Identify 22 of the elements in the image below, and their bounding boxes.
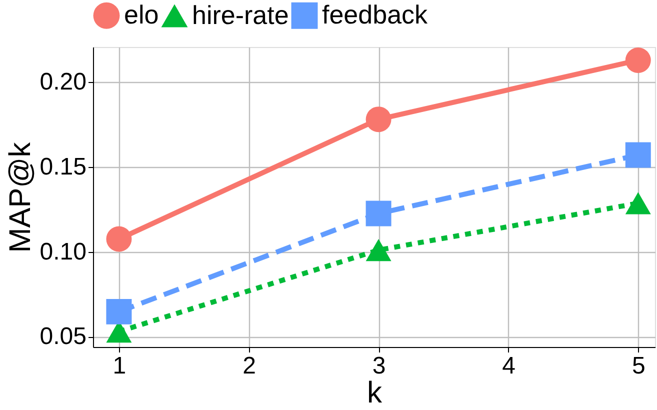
y-tick-label: 0.15 xyxy=(40,153,86,180)
point xyxy=(366,200,392,226)
y-axis-title: MAP@k xyxy=(4,141,37,253)
x-tick-label: 4 xyxy=(502,352,516,380)
x-tick-label: 5 xyxy=(632,352,646,380)
x-tick-label: 2 xyxy=(242,352,256,380)
legend-label: elo xyxy=(124,0,159,30)
point xyxy=(625,142,651,168)
legend-label: hire-rate xyxy=(192,0,289,30)
point xyxy=(106,226,132,252)
legend-label: feedback xyxy=(322,0,429,30)
point xyxy=(625,192,651,214)
y-tick-label: 0.05 xyxy=(40,323,86,350)
point xyxy=(366,239,392,262)
point xyxy=(106,298,132,324)
point xyxy=(625,48,651,73)
x-axis-title: k xyxy=(367,376,383,410)
x-tick-label: 1 xyxy=(112,352,126,380)
x-tick-label: 3 xyxy=(372,352,386,380)
y-tick-label: 0.10 xyxy=(40,238,86,266)
point xyxy=(366,106,392,132)
y-tick-label: 0.20 xyxy=(40,68,86,96)
